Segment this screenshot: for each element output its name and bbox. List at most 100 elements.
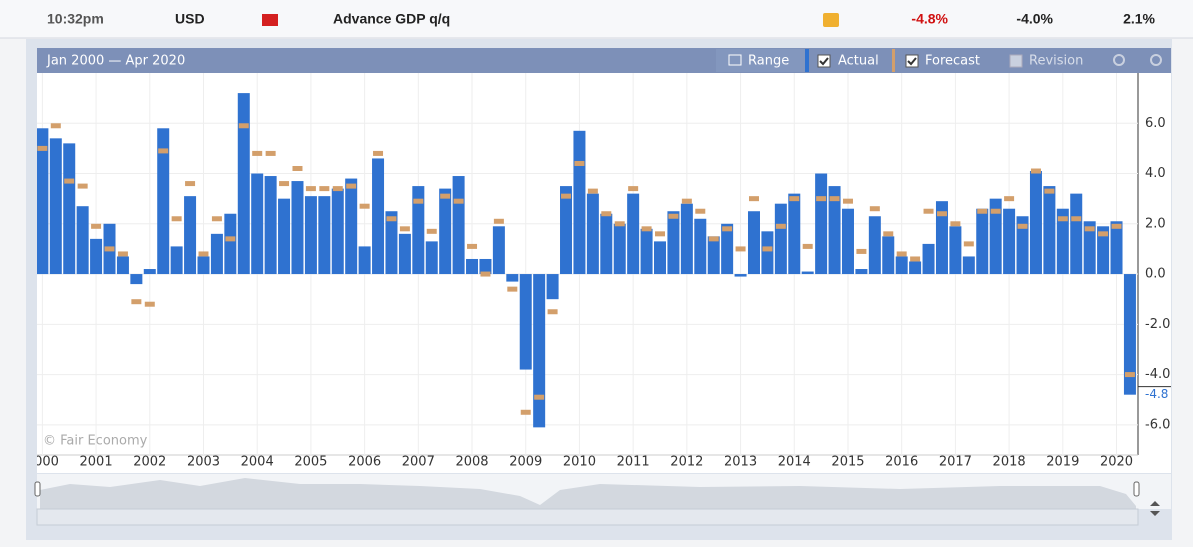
bar bbox=[909, 261, 922, 275]
forecast-mark bbox=[990, 208, 1001, 214]
watermark: © Fair Economy bbox=[43, 434, 148, 449]
forecast-mark bbox=[279, 181, 290, 187]
forecast-mark bbox=[185, 181, 196, 187]
zoom-in[interactable] bbox=[1113, 54, 1125, 66]
forecast-mark bbox=[373, 150, 384, 156]
plot: 2000 2001 2002 2003 2004 2005 2006 2007 2008 2009… bbox=[37, 73, 1138, 470]
actual-checkbox[interactable] bbox=[817, 54, 831, 68]
calendar-icon bbox=[728, 54, 742, 66]
forecast-mark bbox=[1017, 223, 1028, 229]
bar bbox=[157, 128, 170, 275]
forecast-mark bbox=[963, 241, 974, 247]
forecast-mark bbox=[775, 223, 786, 229]
bar bbox=[237, 93, 250, 275]
bar bbox=[372, 158, 385, 275]
bar bbox=[345, 178, 358, 275]
bar bbox=[895, 256, 908, 275]
legend-revision[interactable]: Revision bbox=[1029, 54, 1083, 69]
bar bbox=[1016, 216, 1029, 275]
bar bbox=[1029, 171, 1042, 275]
bar bbox=[251, 173, 264, 275]
forecast-mark bbox=[292, 166, 303, 171]
bar bbox=[747, 211, 760, 275]
scroll-arrows[interactable] bbox=[1150, 501, 1160, 516]
forecast-mark bbox=[507, 286, 518, 292]
detail-icon[interactable] bbox=[823, 13, 839, 27]
currency: USD bbox=[175, 11, 205, 27]
forecast-mark bbox=[413, 198, 424, 204]
bar bbox=[197, 256, 210, 275]
forecast-checkbox[interactable] bbox=[905, 54, 919, 68]
forecast-mark bbox=[453, 198, 464, 204]
scrollbar[interactable] bbox=[36, 508, 1139, 526]
y-tick-label: 2.0 bbox=[1145, 216, 1166, 231]
revision-checkbox[interactable] bbox=[1009, 54, 1023, 68]
forecast-mark bbox=[265, 150, 276, 156]
bar bbox=[184, 196, 197, 275]
forecast-mark bbox=[131, 299, 142, 305]
forecast-mark bbox=[856, 248, 867, 254]
x-tick-label: 2015 bbox=[831, 455, 864, 470]
zoom-out[interactable] bbox=[1150, 54, 1162, 66]
x-tick-label: 2002 bbox=[133, 455, 166, 470]
bar bbox=[1003, 208, 1016, 275]
forecast-mark bbox=[547, 309, 558, 315]
forecast-mark bbox=[319, 186, 330, 192]
bar bbox=[398, 233, 411, 275]
bar bbox=[707, 236, 720, 275]
bar bbox=[882, 236, 895, 275]
y-tick-label: 4.0 bbox=[1145, 166, 1166, 181]
forecast-mark bbox=[426, 228, 437, 234]
forecast-mark bbox=[1124, 372, 1135, 378]
forecast-mark bbox=[520, 409, 531, 415]
forecast-mark bbox=[735, 246, 746, 252]
forecast-mark bbox=[534, 394, 545, 400]
x-tick-label: 2018 bbox=[993, 455, 1026, 470]
legend-actual[interactable]: Actual bbox=[838, 54, 879, 69]
forecast-mark bbox=[655, 231, 666, 237]
forecast-mark bbox=[816, 196, 827, 202]
bar bbox=[533, 274, 546, 428]
bar bbox=[1123, 274, 1136, 395]
x-tick-label: 2004 bbox=[241, 455, 274, 470]
x-tick-label: 2012 bbox=[670, 455, 703, 470]
legend-forecast[interactable]: Forecast bbox=[925, 54, 980, 69]
forecast-mark bbox=[198, 251, 209, 257]
bar bbox=[680, 203, 693, 275]
bar bbox=[479, 258, 492, 275]
bar bbox=[224, 213, 237, 275]
nav-handle[interactable] bbox=[1133, 481, 1140, 497]
check bbox=[907, 57, 917, 66]
forecast-mark bbox=[50, 123, 61, 129]
forecast-mark bbox=[681, 198, 692, 204]
forecast-mark bbox=[493, 218, 504, 224]
forecast-mark bbox=[1071, 216, 1082, 222]
forecast-mark bbox=[1057, 216, 1068, 222]
forecast-mark bbox=[91, 223, 102, 229]
nav-handle[interactable] bbox=[34, 481, 41, 497]
bar bbox=[788, 193, 801, 275]
range-text: Jan 2000 — Apr 2020 bbox=[46, 54, 185, 69]
range-label: Range bbox=[748, 54, 789, 69]
forecast-mark bbox=[614, 221, 625, 227]
bar bbox=[116, 256, 129, 275]
x-tick-label: 2014 bbox=[778, 455, 811, 470]
x-tick-label: 2011 bbox=[617, 455, 650, 470]
toolbar bbox=[37, 48, 1171, 73]
bar bbox=[1097, 226, 1110, 275]
x-tick-label: 2006 bbox=[348, 455, 381, 470]
bar bbox=[989, 198, 1002, 275]
bar bbox=[868, 216, 881, 275]
forecast-mark bbox=[601, 211, 612, 217]
bar bbox=[922, 243, 935, 275]
x-tick-label: 2010 bbox=[563, 455, 596, 470]
forecast-mark bbox=[668, 213, 679, 219]
bar bbox=[318, 196, 331, 275]
forecast-mark bbox=[883, 231, 894, 237]
forecast-mark bbox=[869, 206, 880, 212]
forecast-mark bbox=[936, 211, 947, 217]
check bbox=[819, 57, 829, 66]
bar bbox=[439, 188, 452, 275]
forecast-mark bbox=[587, 188, 598, 194]
